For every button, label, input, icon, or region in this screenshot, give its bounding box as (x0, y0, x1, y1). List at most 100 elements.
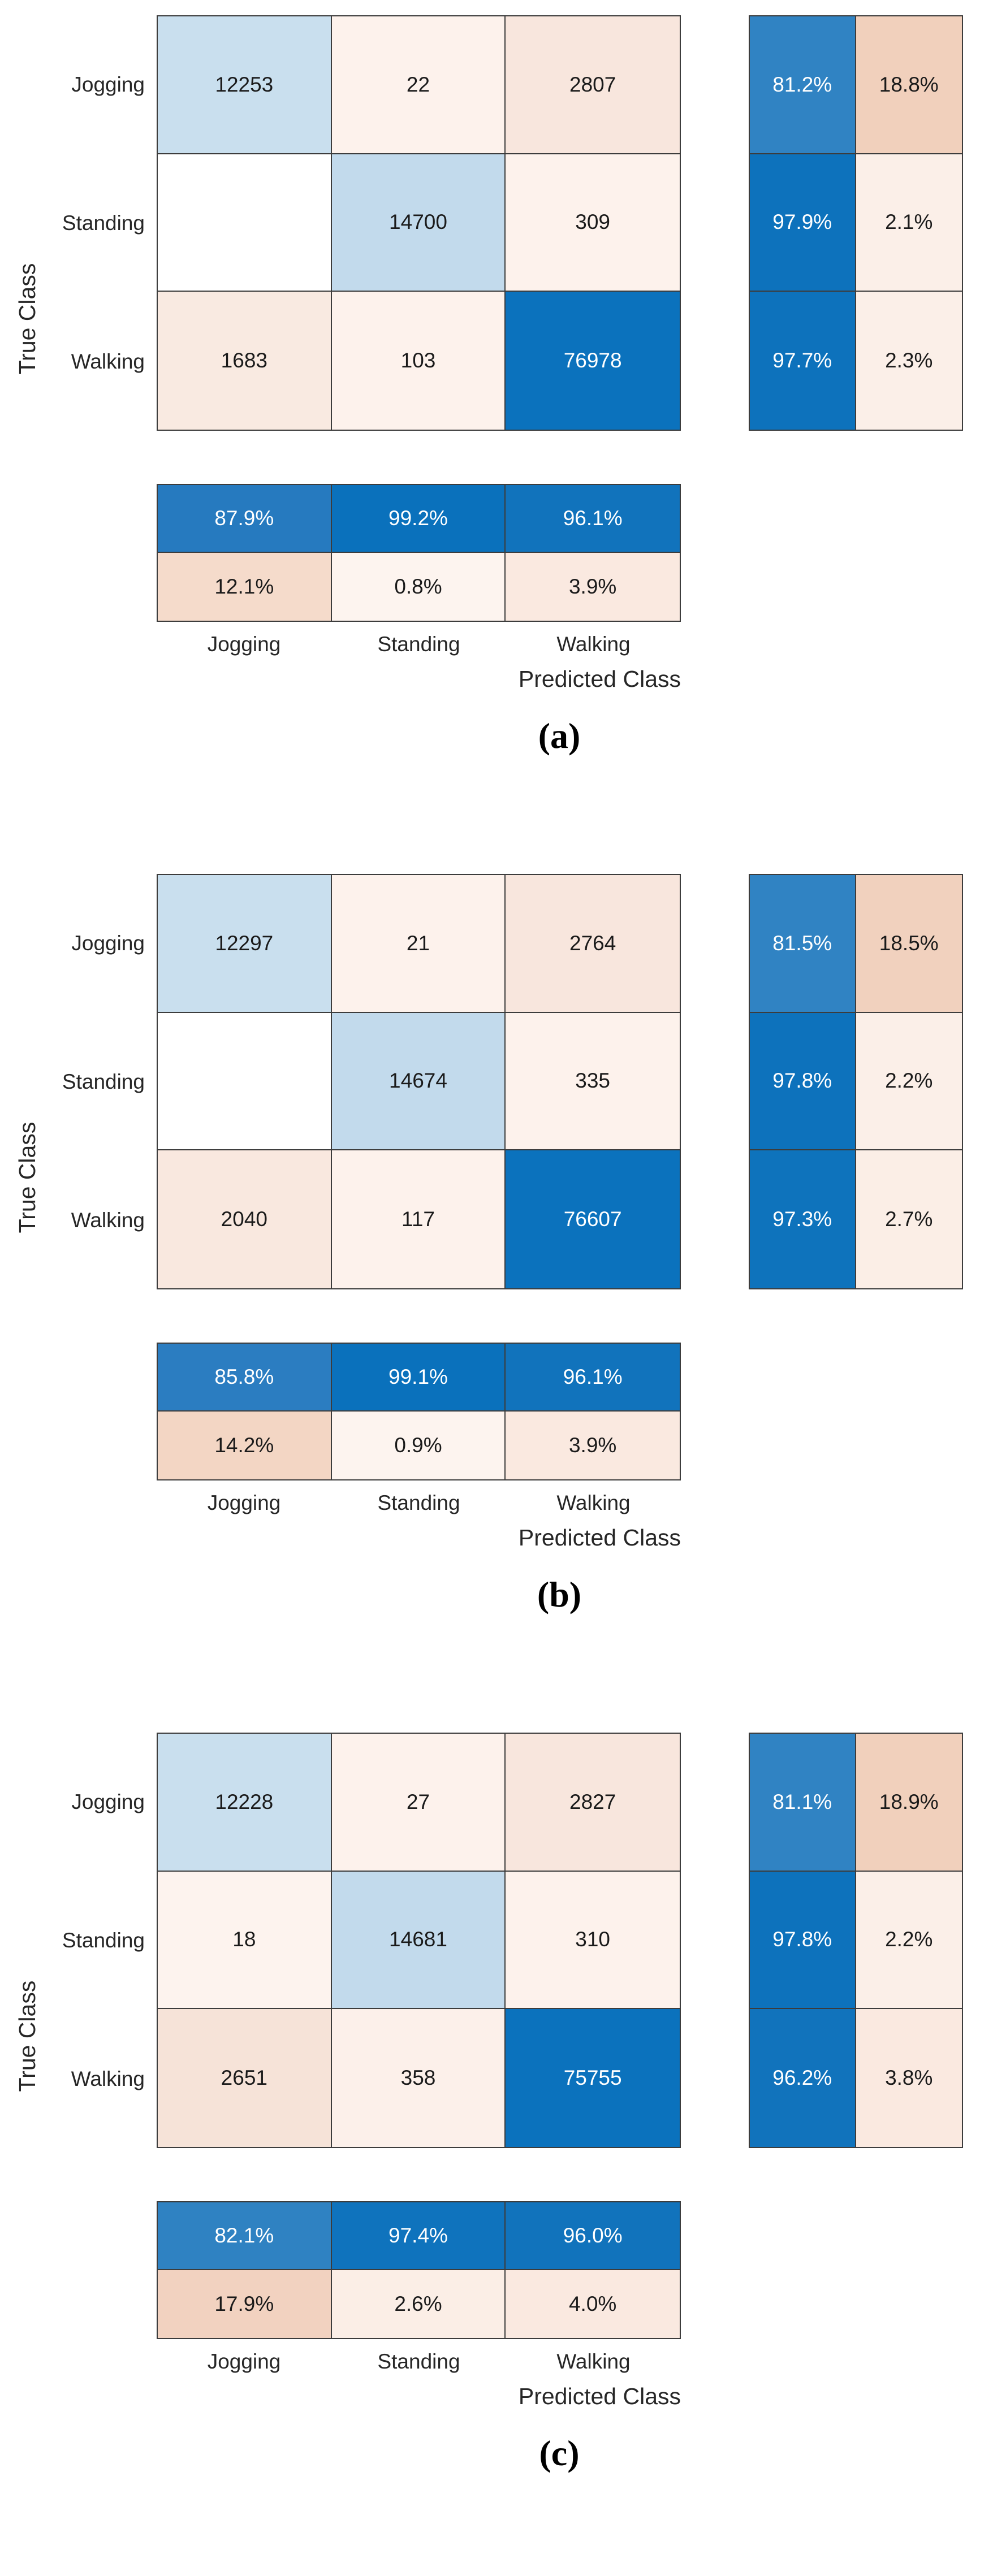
matrix-cell: 76978 (506, 292, 680, 430)
col-summary-cell: 85.8% (158, 1344, 332, 1412)
matrix-cell: 2807 (506, 16, 680, 154)
x-tick-standing: Standing (377, 2350, 460, 2373)
col-summary-cell: 87.9% (158, 485, 332, 553)
x-tick-jogging: Jogging (207, 1491, 281, 1514)
matrix-cell: 14674 (331, 1012, 506, 1151)
row-label-walking: Walking (71, 2067, 145, 2090)
row-summary-cell: 18.8% (856, 16, 962, 154)
col-summary-cell: 96.1% (506, 1344, 680, 1412)
row-label-standing: Standing (62, 1929, 145, 1952)
col-summary-cell: 17.9% (158, 2270, 332, 2338)
row-summary-cell: 2.3% (856, 292, 962, 430)
matrix-cell: 12253 (158, 16, 332, 154)
row-label-jogging: Jogging (71, 1790, 145, 1813)
matrix-cell: 1683 (158, 292, 332, 430)
matrix-cell: 14681 (331, 1871, 506, 2010)
matrix-cell: 103 (331, 292, 506, 430)
matrix-cell: 76607 (506, 1150, 680, 1288)
x-tick-jogging: Jogging (207, 2350, 281, 2373)
row-label-walking: Walking (71, 1209, 145, 1232)
x-axis-label: Predicted Class (518, 2383, 681, 2409)
x-tick-standing: Standing (377, 1491, 460, 1514)
matrix-cell: 12297 (158, 875, 332, 1013)
col-summary-cell: 96.0% (506, 2202, 680, 2270)
row-label-standing: Standing (62, 211, 145, 235)
row-summary-cell: 97.7% (750, 292, 856, 430)
col-summary-cell: 97.4% (331, 2202, 506, 2270)
matrix-cell: 358 (331, 2009, 506, 2147)
panel-caption: (c) (539, 2433, 580, 2473)
column-summary-grid: 87.9% 99.2% 96.1% 12.1% 0.8% 3.9% (157, 484, 681, 622)
matrix-cell: 310 (506, 1871, 680, 2010)
col-summary-cell: 99.2% (331, 485, 506, 553)
matrix-cell: 27 (331, 1734, 506, 1872)
row-summary-grid: 81.1% 18.9% 97.8% 2.2% 96.2% 3.8% (749, 1733, 963, 2148)
col-summary-cell: 14.2% (158, 1412, 332, 1479)
matrix-cell: 309 (506, 154, 680, 292)
col-summary-cell: 3.9% (506, 553, 680, 621)
col-summary-cell: 0.8% (331, 553, 506, 621)
row-label-jogging: Jogging (71, 73, 145, 96)
row-label-jogging: Jogging (71, 932, 145, 955)
row-summary-cell: 81.2% (750, 16, 856, 154)
column-summary-grid: 85.8% 99.1% 96.1% 14.2% 0.9% 3.9% (157, 1343, 681, 1480)
col-summary-cell: 12.1% (158, 553, 332, 621)
x-tick-walking: Walking (556, 633, 631, 656)
matrix-cell: 2040 (158, 1150, 332, 1288)
matrix-cell: 335 (506, 1012, 680, 1151)
row-summary-cell: 2.1% (856, 154, 962, 292)
row-summary-cell: 97.8% (750, 1012, 856, 1151)
panel-b: True Class Jogging Standing Walking 1229… (0, 859, 993, 1717)
x-axis-label: Predicted Class (518, 666, 681, 692)
row-summary-grid: 81.5% 18.5% 97.8% 2.2% 97.3% 2.7% (749, 874, 963, 1289)
row-summary-cell: 97.8% (750, 1871, 856, 2010)
confusion-matrix-grid: 12228 27 2827 18 14681 310 2651 358 7575… (157, 1733, 681, 2148)
matrix-cell: 18 (158, 1871, 332, 2010)
col-summary-cell: 82.1% (158, 2202, 332, 2270)
row-label-walking: Walking (71, 350, 145, 373)
matrix-cell: 12228 (158, 1734, 332, 1872)
col-summary-cell: 96.1% (506, 485, 680, 553)
matrix-cell: 14700 (331, 154, 506, 292)
row-summary-cell: 97.9% (750, 154, 856, 292)
x-tick-walking: Walking (556, 2350, 631, 2373)
col-summary-cell: 99.1% (331, 1344, 506, 1412)
matrix-cell: 21 (331, 875, 506, 1013)
col-summary-cell: 0.9% (331, 1412, 506, 1479)
matrix-cell (158, 154, 332, 292)
row-summary-cell: 2.2% (856, 1012, 962, 1151)
row-summary-cell: 81.1% (750, 1734, 856, 1872)
matrix-cell (158, 1012, 332, 1151)
matrix-cell: 2827 (506, 1734, 680, 1872)
col-summary-cell: 4.0% (506, 2270, 680, 2338)
x-tick-walking: Walking (556, 1491, 631, 1514)
matrix-cell: 2764 (506, 875, 680, 1013)
column-summary-grid: 82.1% 97.4% 96.0% 17.9% 2.6% 4.0% (157, 2201, 681, 2339)
row-summary-cell: 81.5% (750, 875, 856, 1013)
confusion-matrix-grid: 12253 22 2807 14700 309 1683 103 76978 (157, 15, 681, 431)
x-tick-jogging: Jogging (207, 633, 281, 656)
panel-a: True Class Jogging Standing Walking 1225… (0, 0, 993, 859)
row-label-standing: Standing (62, 1070, 145, 1093)
confusion-matrix-grid: 12297 21 2764 14674 335 2040 117 76607 (157, 874, 681, 1289)
col-summary-cell: 3.9% (506, 1412, 680, 1479)
matrix-cell: 22 (331, 16, 506, 154)
row-summary-grid: 81.2% 18.8% 97.9% 2.1% 97.7% 2.3% (749, 15, 963, 431)
matrix-cell: 75755 (506, 2009, 680, 2147)
matrix-cell: 2651 (158, 2009, 332, 2147)
row-summary-cell: 18.9% (856, 1734, 962, 1872)
row-summary-cell: 2.2% (856, 1871, 962, 2010)
col-summary-cell: 2.6% (331, 2270, 506, 2338)
x-axis-label: Predicted Class (518, 1525, 681, 1551)
panel-caption: (b) (537, 1574, 582, 1614)
row-summary-cell: 18.5% (856, 875, 962, 1013)
x-tick-standing: Standing (377, 633, 460, 656)
matrix-cell: 117 (331, 1150, 506, 1288)
row-summary-cell: 96.2% (750, 2009, 856, 2147)
row-summary-cell: 97.3% (750, 1150, 856, 1288)
panel-caption: (a) (538, 716, 581, 756)
row-summary-cell: 2.7% (856, 1150, 962, 1288)
panel-c: True Class Jogging Standing Walking 1222… (0, 1717, 993, 2576)
row-summary-cell: 3.8% (856, 2009, 962, 2147)
